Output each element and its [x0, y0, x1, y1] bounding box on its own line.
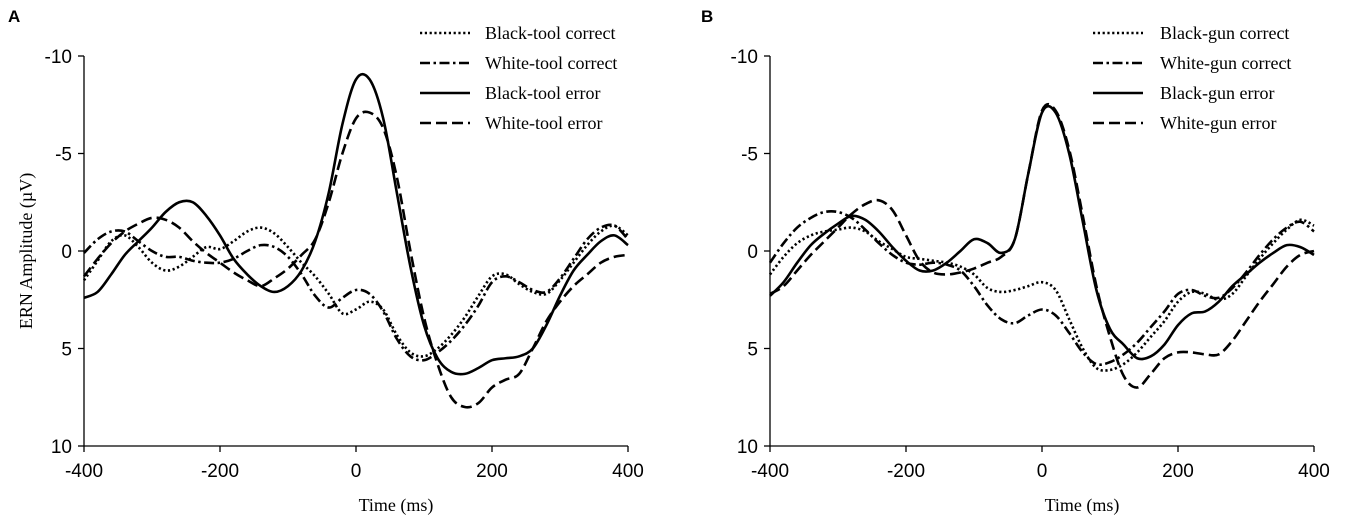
panel-a-legend-label: White-tool correct	[485, 53, 617, 73]
panel-b-legend-label: Black-gun correct	[1160, 23, 1289, 43]
panel-b-y-tick-label: 10	[737, 437, 758, 458]
panel-b-series-black-gun-error	[769, 104, 1315, 361]
panel-b-legend-label: White-gun error	[1160, 113, 1276, 133]
panel-b-x-tick-label: 0	[1037, 461, 1048, 482]
panel-b-series-white-gun-correct	[768, 209, 1315, 367]
panel-a-series-black-tool-correct	[82, 224, 629, 358]
panel-a-y-tick-label: -10	[45, 47, 72, 68]
panel-b-legend-label: Black-gun error	[1160, 83, 1274, 103]
panel-b-series-white-gun-error	[769, 102, 1315, 389]
panel-a-legend-label: Black-tool error	[485, 83, 600, 103]
panel-a-y-tick-label: 0	[61, 242, 72, 263]
panel-b-x-tick-label: 400	[1298, 461, 1330, 482]
panel-a-x-tick-label: 200	[476, 461, 508, 482]
panel-a-y-tick-label: 10	[51, 437, 72, 458]
panel-b-x-axis-title: Time (ms)	[1045, 495, 1120, 516]
panel-a-series	[82, 72, 629, 409]
panel-b-legend: Black-gun correct White-gun correct Black-…	[1093, 23, 1291, 133]
panel-a-y-axis-title: ERN Amplitude (µV)	[16, 173, 37, 329]
panel-b-y-tick-label: -5	[741, 145, 758, 166]
panel-a-series-white-tool-error	[82, 110, 629, 409]
panel-a-y-tick-label: -5	[55, 145, 72, 166]
panel-a-series-white-tool-correct	[83, 223, 629, 362]
panel-b-x-tick-label: -400	[751, 461, 789, 482]
panel-a-x-tick-label: 0	[351, 461, 362, 482]
panel-b: B -10 -5 0 5 10 -400 -200 0 200 400 Time (ms) Bla…	[701, 7, 1330, 516]
panel-a-x-tick-label: -200	[201, 461, 239, 482]
panel-a-legend-label: White-tool error	[485, 113, 602, 133]
panel-a-legend: Black-tool correct White-tool correct Blac…	[420, 23, 617, 133]
panel-a-x-tick-label: -400	[65, 461, 103, 482]
panel-a-letter: A	[8, 7, 20, 26]
panel-b-legend-label: White-gun correct	[1160, 53, 1291, 73]
panel-b-letter: B	[701, 7, 713, 26]
panel-a-y-tick-label: 5	[61, 340, 72, 361]
panel-b-series-black-gun-correct	[768, 218, 1315, 372]
panel-a-x-tick-label: 400	[612, 461, 644, 482]
panel-b-y-tick-label: 5	[747, 340, 758, 361]
panel-b-series	[768, 102, 1315, 389]
panel-a: A -10 -5 0 5 10 -400 -200 0 200 400 Time (ms) ERN…	[8, 7, 644, 516]
panel-b-x-tick-label: -200	[887, 461, 925, 482]
panel-b-y-tick-label: 0	[747, 242, 758, 263]
panel-a-ticks: -10 -5 0 5 10 -400 -200 0 200 400	[45, 47, 644, 482]
panel-a-x-axis-title: Time (ms)	[359, 495, 434, 516]
panel-b-x-tick-label: 200	[1162, 461, 1194, 482]
panel-a-legend-label: Black-tool correct	[485, 23, 615, 43]
panel-b-ticks: -10 -5 0 5 10 -400 -200 0 200 400	[731, 47, 1330, 482]
panel-b-y-tick-label: -10	[731, 47, 758, 68]
